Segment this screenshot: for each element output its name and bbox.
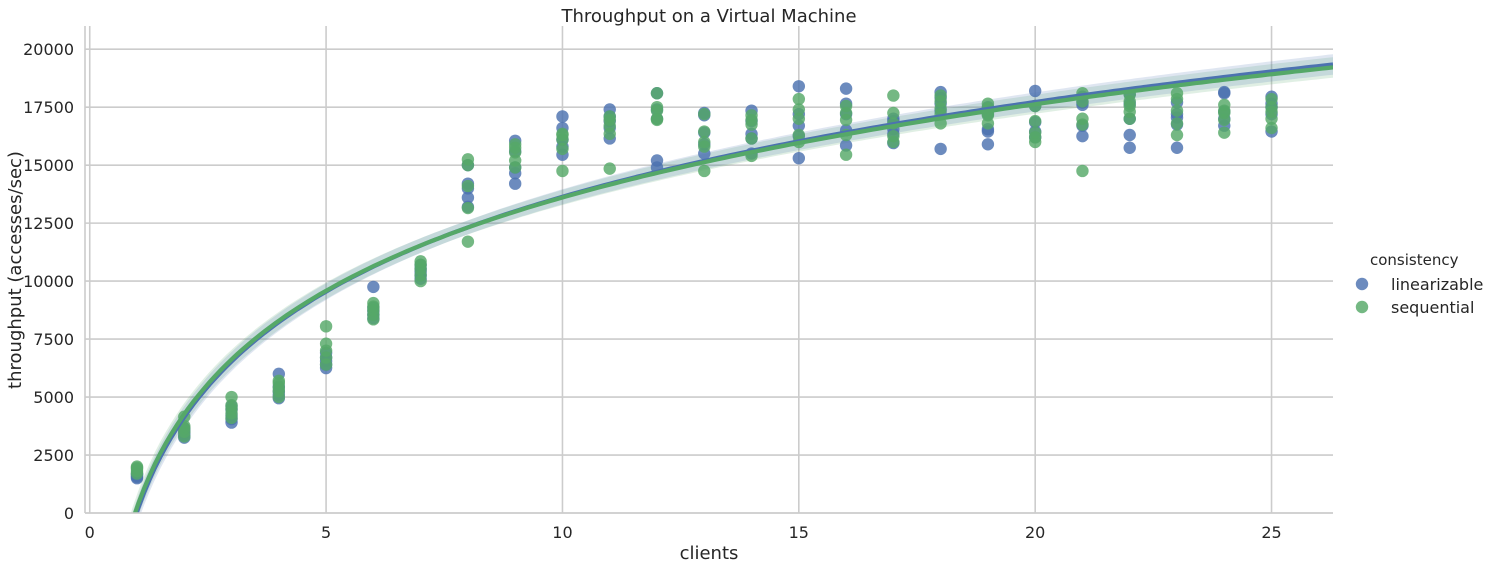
legend-items: linearizable sequential (1355, 275, 1483, 317)
scatter-point-sequential (1218, 98, 1231, 112)
x-tick-label: 15 (789, 523, 809, 542)
x-tick-label: 5 (321, 523, 331, 542)
scatter-point-linearizable (1218, 85, 1231, 99)
scatter-point-sequential (887, 106, 900, 120)
y-tick-label: 15000 (23, 156, 74, 175)
y-tick-label: 17500 (23, 98, 74, 117)
scatter-point-sequential (887, 89, 900, 102)
scatter-point-linearizable (839, 139, 853, 152)
legend: consistency linearizable sequential (1355, 251, 1483, 317)
scatter-point-sequential (745, 109, 758, 122)
y-tick-label: 2500 (33, 446, 74, 465)
legend-label-linearizable: linearizable (1391, 275, 1483, 294)
scatter-point-sequential (934, 89, 947, 102)
scatter-point-sequential (461, 201, 475, 215)
y-tick-label: 7500 (33, 330, 74, 349)
scatter-point-sequential (1170, 128, 1184, 142)
scatter-point-linearizable (1028, 84, 1042, 98)
scatter-point-sequential (414, 255, 427, 268)
x-tick-label: 0 (85, 523, 95, 542)
scatter-point-sequential (319, 320, 333, 333)
legend-marker-linearizable (1355, 277, 1369, 291)
scatter-point-linearizable (934, 142, 947, 156)
scatter-point-sequential (461, 153, 475, 166)
scatter-point-linearizable (461, 191, 475, 204)
legend-title: consistency (1370, 251, 1459, 269)
scatter-point-sequential (1265, 121, 1278, 135)
scatter-point-linearizable (792, 151, 806, 165)
scatter-point-linearizable (981, 138, 995, 151)
scatter-point-sequential (745, 132, 758, 145)
y-tick-label: 10000 (23, 272, 74, 291)
x-tick-label: 20 (1025, 523, 1045, 542)
y-tick-label: 0 (64, 504, 74, 523)
scatter-point-sequential (130, 460, 144, 473)
scatter-point-linearizable (839, 82, 853, 95)
scatter-point-linearizable (1123, 128, 1136, 142)
scatter-point-sequential (1170, 117, 1184, 130)
scatter-point-sequential (792, 92, 806, 106)
scatter-point-sequential (698, 125, 711, 138)
scatter-point-sequential (1218, 126, 1231, 139)
scatter-point-sequential (839, 99, 853, 113)
scatter-point-sequential (698, 107, 711, 121)
x-tick-label: 25 (1261, 523, 1281, 542)
fit-line-sequential (132, 65, 1333, 513)
scatter-point-sequential (650, 100, 664, 114)
scatter-point-sequential (698, 135, 711, 149)
scatter-point-sequential (367, 296, 380, 310)
fit-line-layer (132, 62, 1333, 513)
scatter-point-sequential (1170, 104, 1184, 117)
scatter-point-linearizable (1170, 141, 1184, 154)
scatter-point-linearizable (508, 177, 522, 190)
scatter-point-sequential (887, 129, 900, 143)
scatter-point-sequential (1265, 92, 1278, 106)
scatter-point-sequential (1170, 87, 1184, 100)
axis-layer: 0 5 10 15 20 25 0 2500 5000 7500 10000 12500 15000 17… (23, 26, 1333, 542)
x-tick-label: 10 (552, 523, 572, 542)
scatter-point-sequential (508, 138, 522, 151)
scatter-point-linearizable (650, 154, 664, 167)
scatter-point-sequential (650, 87, 664, 100)
scatter-point-linearizable (1076, 129, 1089, 143)
scatter-point-sequential (792, 128, 806, 142)
scatter-point-sequential (319, 337, 333, 350)
scatter-point-sequential (792, 112, 806, 125)
y-tick-label: 12500 (23, 214, 74, 233)
scatter-point-sequential (272, 374, 286, 388)
y-axis-title: throughput (accesses/sec) (5, 151, 26, 389)
scatter-point-sequential (556, 142, 569, 156)
confidence-band-sequential (130, 57, 1333, 513)
scatter-point-sequential (839, 148, 853, 161)
scatter-point-sequential (461, 179, 475, 193)
y-tick-label: 5000 (33, 388, 74, 407)
scatter-point-sequential (556, 127, 569, 141)
scatter-point-linearizable (556, 110, 569, 123)
scatter-point-sequential (603, 110, 616, 123)
scatter-point-sequential (603, 162, 616, 175)
scatter-point-sequential (792, 103, 806, 116)
scatter-point-sequential (225, 390, 238, 404)
confidence-band-linearizable (132, 54, 1333, 513)
point-layer (130, 80, 1278, 485)
scatter-point-sequential (698, 164, 711, 178)
x-axis-title: clients (680, 543, 739, 564)
scatter-point-linearizable (1123, 141, 1136, 154)
confidence-band-layer (130, 54, 1333, 513)
scatter-point-linearizable (792, 80, 806, 93)
scatter-point-sequential (1076, 112, 1089, 125)
y-tick-label: 20000 (23, 40, 74, 59)
scatter-point-sequential (556, 164, 569, 178)
scatter-point-sequential (461, 235, 475, 248)
scatter-point-sequential (1028, 114, 1042, 128)
legend-marker-sequential (1355, 300, 1369, 314)
chart-title: Throughput on a Virtual Machine (560, 6, 856, 27)
scatter-point-sequential (1076, 164, 1089, 178)
legend-label-sequential: sequential (1391, 298, 1474, 317)
scatter-point-linearizable (367, 280, 380, 294)
scatter-point-sequential (1028, 126, 1042, 139)
